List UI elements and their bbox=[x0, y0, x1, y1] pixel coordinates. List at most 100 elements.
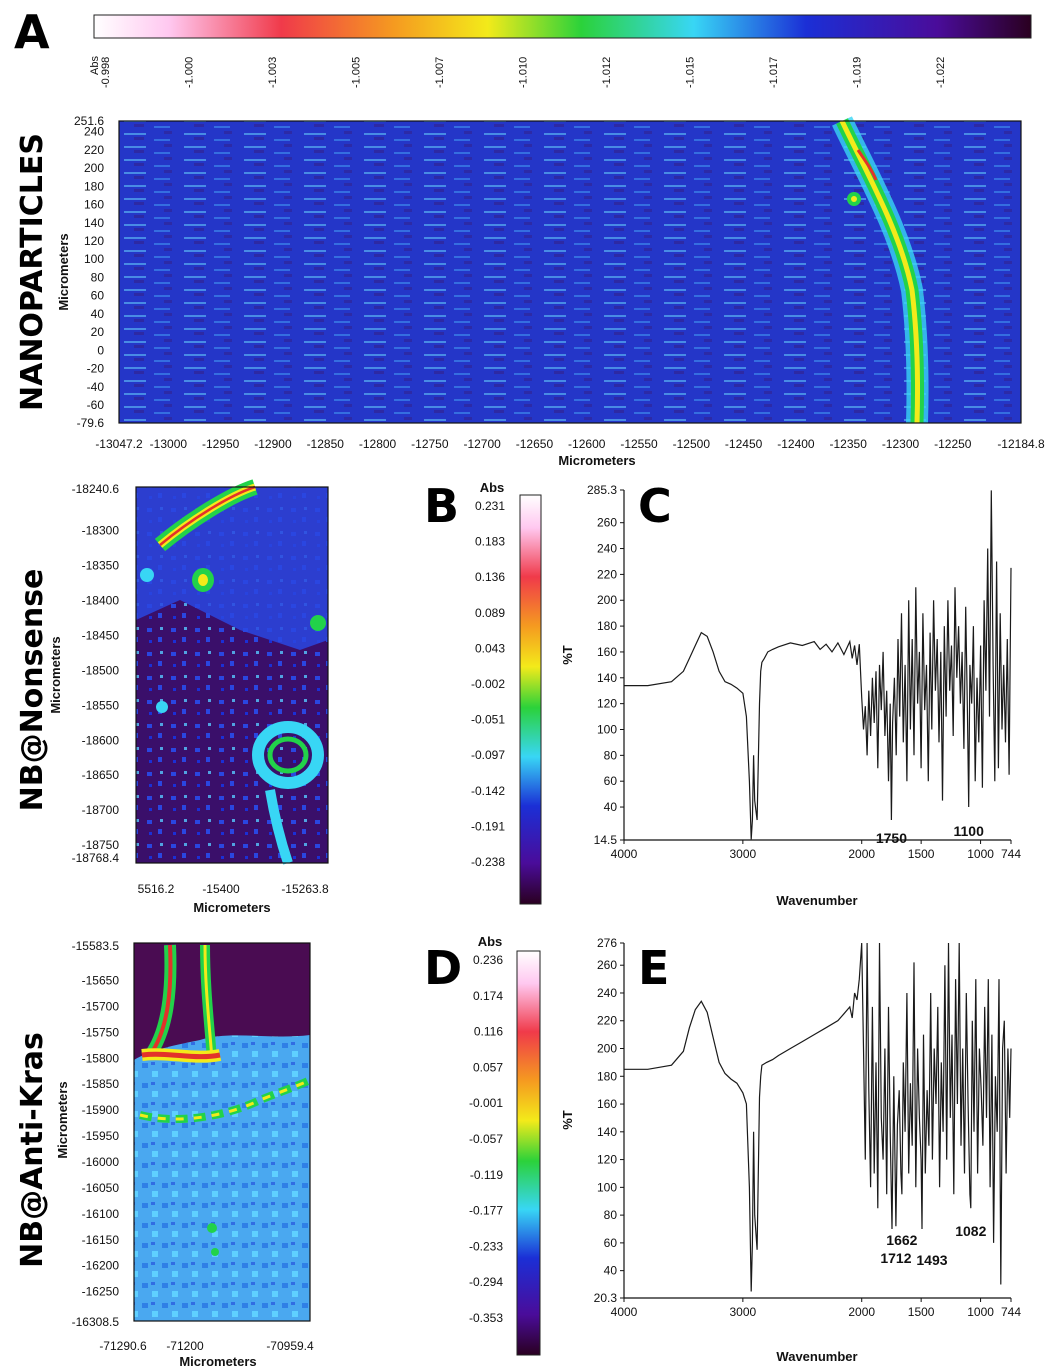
map-nb-nonsense-y-tick-label: -18400 bbox=[82, 593, 120, 607]
spectrum-c-x-tick-label: 744 bbox=[1001, 847, 1021, 861]
colorbar-d-tick-label: -0.177 bbox=[469, 1204, 503, 1218]
map-a-y-tick-label: 80 bbox=[91, 270, 105, 284]
map-a-y-tick-label: 180 bbox=[84, 179, 104, 193]
map-a-x-tick-label: -12550 bbox=[620, 437, 658, 451]
spectrum-c: 285.3 260 240 220 200 180 160 140 120 100 80 60 40 14… bbox=[560, 483, 1021, 908]
map-nb-nonsense-x-tick-label: -15263.8 bbox=[281, 882, 329, 896]
colorbar-b-tick-label: 0.231 bbox=[475, 499, 505, 513]
map-a-y-tick-label: 120 bbox=[84, 234, 104, 248]
spectrum-e-annotation: 1662 bbox=[886, 1232, 917, 1248]
colorbar-b-tick-label: 0.043 bbox=[475, 641, 505, 655]
spectrum-c-y-tick-label: 260 bbox=[597, 516, 617, 530]
spectrum-c-y-tick-label: 140 bbox=[597, 671, 617, 685]
map-a-x-tick-label: -12850 bbox=[307, 437, 345, 451]
spectrum-c-y-tick-label: 180 bbox=[597, 619, 617, 633]
map-nb-anti-kras-y-tick-label: -16308.5 bbox=[72, 1315, 120, 1329]
panel-letter-a: A bbox=[14, 5, 50, 59]
map-a-y-tick-label: 251.6 bbox=[74, 114, 104, 128]
map-nb-nonsense-y-ticks: -18240.6 -18300 -18350 -18400 -18450 -18500 -1… bbox=[72, 482, 120, 865]
colorbar-a-tick-label: -1.003 bbox=[267, 57, 279, 88]
colorbar-d-ticks: 0.236 0.174 0.116 0.057 -0.001 -0.057 -0.119 -0… bbox=[469, 953, 503, 1325]
map-nb-anti-kras-y-ticks: -15583.5 -15650 -15700 -15750 -15800 -15850 -1… bbox=[72, 939, 120, 1329]
map-nb-nonsense-y-tick-label: -18700 bbox=[82, 803, 120, 817]
map-a-x-tick-label: -12450 bbox=[725, 437, 763, 451]
spectrum-e-annotations: 1662 1712 1493 1082 bbox=[880, 1223, 986, 1268]
map-nb-nonsense-y-tick-label: -18650 bbox=[82, 768, 120, 782]
spectrum-e-x-tick-label: 1500 bbox=[908, 1305, 935, 1319]
map-a-x-tick-label: -12700 bbox=[463, 437, 501, 451]
map-a-y-tick-label: 140 bbox=[84, 216, 104, 230]
colorbar-a-unit: Abs bbox=[89, 56, 101, 75]
colorbar-a-tick-label: -1.017 bbox=[768, 57, 780, 88]
spectrum-e-annotation: 1493 bbox=[916, 1252, 947, 1268]
spectrum-e-x-tick-label: 3000 bbox=[730, 1305, 757, 1319]
colorbar-b-unit: Abs bbox=[480, 480, 505, 495]
map-nb-anti-kras-y-tick-label: -15650 bbox=[82, 973, 120, 987]
map-a: 251.6240220200180160140120100806040200-2… bbox=[56, 114, 1045, 468]
spectrum-c-ylabel: %T bbox=[560, 645, 575, 665]
colorbar-b-tick-label: -0.191 bbox=[471, 819, 505, 833]
spectrum-e-y-tick-label: 240 bbox=[597, 986, 617, 1000]
map-a-y-ticks: 251.6240220200180160140120100806040200-2… bbox=[74, 114, 104, 430]
map-a-y-tick-label: -79.6 bbox=[77, 416, 105, 430]
spectrum-e-y-tick-label: 60 bbox=[604, 1236, 618, 1250]
map-nb-anti-kras-y-tick-label: -15700 bbox=[82, 999, 120, 1013]
colorbar-d-tick-label: 0.174 bbox=[473, 989, 503, 1003]
map-a-y-tick-label: 100 bbox=[84, 252, 104, 266]
spectrum-c-y-tick-label: 60 bbox=[604, 774, 618, 788]
spectrum-c-y-tick-label: 240 bbox=[597, 542, 617, 556]
map-nb-nonsense-y-tick-label: -18450 bbox=[82, 628, 120, 642]
map-a-x-tick-label: -12900 bbox=[254, 437, 292, 451]
colorbar-b-tick-label: -0.051 bbox=[471, 713, 505, 727]
map-a-y-tick-label: -20 bbox=[87, 362, 105, 376]
spectrum-e-y-tick-label: 276 bbox=[597, 936, 617, 950]
colorbar-a-tick-label: -1.019 bbox=[852, 57, 864, 88]
spectrum-c-annotation: 1100 bbox=[953, 823, 984, 839]
map-a-x-tick-label: -12184.8 bbox=[997, 437, 1045, 451]
map-nb-anti-kras-y-tick-label: -15900 bbox=[82, 1103, 120, 1117]
map-nb-nonsense-ylabel: Micrometers bbox=[48, 636, 63, 713]
row-label-nb-nonsense: NB@Nonsense bbox=[15, 569, 50, 812]
map-nb-anti-kras-x-tick-label: -71200 bbox=[166, 1339, 204, 1353]
map-nb-anti-kras-xlabel: Micrometers bbox=[179, 1354, 256, 1369]
map-a-y-tick-label: 0 bbox=[97, 343, 104, 357]
spectrum-e-x-tick-label: 2000 bbox=[848, 1305, 875, 1319]
spectrum-c-annotation: 1750 bbox=[876, 830, 907, 846]
spectrum-c-x-ticks: 4000 3000 2000 1500 1000 744 bbox=[611, 840, 1021, 861]
spectrum-c-annotations: 1750 1100 bbox=[876, 823, 984, 846]
map-nb-anti-kras-y-tick-label: -15583.5 bbox=[72, 939, 120, 953]
map-nb-nonsense-y-tick-label: -18300 bbox=[82, 524, 120, 538]
map-a-x-tick-label: -12650 bbox=[516, 437, 554, 451]
map-nb-anti-kras-y-tick-label: -15950 bbox=[82, 1129, 120, 1143]
colorbar-b-tick-label: -0.238 bbox=[471, 855, 505, 869]
colorbar-d-tick-label: -0.353 bbox=[469, 1311, 503, 1325]
spectrum-e-annotation: 1712 bbox=[880, 1250, 911, 1266]
map-nb-nonsense-y-tick-label: -18240.6 bbox=[72, 482, 120, 496]
colorbar-a: Abs -0.998 -1.000 -1.003 -1.005 -1.007 -1.010… bbox=[89, 14, 1032, 88]
map-a-xlabel: Micrometers bbox=[558, 453, 635, 468]
map-a-x-tick-label: -12800 bbox=[359, 437, 397, 451]
map-nb-anti-kras-y-tick-label: -15750 bbox=[82, 1025, 120, 1039]
colorbar-d-tick-label: -0.057 bbox=[469, 1132, 503, 1146]
panel-letter-d: D bbox=[424, 941, 462, 995]
map-a-y-tick-label: -40 bbox=[87, 380, 105, 394]
map-a-x-tick-label: -12950 bbox=[202, 437, 240, 451]
spectrum-e-y-tick-label: 80 bbox=[604, 1208, 618, 1222]
map-nb-anti-kras-y-tick-label: -16150 bbox=[82, 1233, 120, 1247]
spectrum-c-y-tick-label: 220 bbox=[597, 567, 617, 581]
map-nb-nonsense-x-tick-label: -15400 bbox=[202, 882, 240, 896]
spectrum-e-y-tick-label: 260 bbox=[597, 958, 617, 972]
row-label-nb-anti-kras: NB@Anti-Kras bbox=[15, 1032, 50, 1268]
map-nb-nonsense-xlabel: Micrometers bbox=[193, 900, 270, 915]
map-a-y-tick-label: 60 bbox=[91, 289, 105, 303]
map-nb-nonsense-x-tick-label: 5516.2 bbox=[138, 882, 175, 896]
colorbar-d-tick-label: 0.057 bbox=[473, 1060, 503, 1074]
colorbar-d-tick-label: -0.119 bbox=[470, 1168, 503, 1182]
map-nb-anti-kras-x-tick-label: -70959.4 bbox=[266, 1339, 314, 1353]
colorbar-d-tick-label: 0.116 bbox=[474, 1025, 503, 1039]
map-nb-anti-kras-y-tick-label: -16050 bbox=[82, 1181, 120, 1195]
panel-letter-b: B bbox=[424, 479, 459, 533]
colorbar-b-tick-label: -0.142 bbox=[471, 784, 505, 798]
spectrum-c-x-tick-label: 1500 bbox=[908, 847, 935, 861]
colorbar-d-tick-label: -0.001 bbox=[469, 1096, 503, 1110]
